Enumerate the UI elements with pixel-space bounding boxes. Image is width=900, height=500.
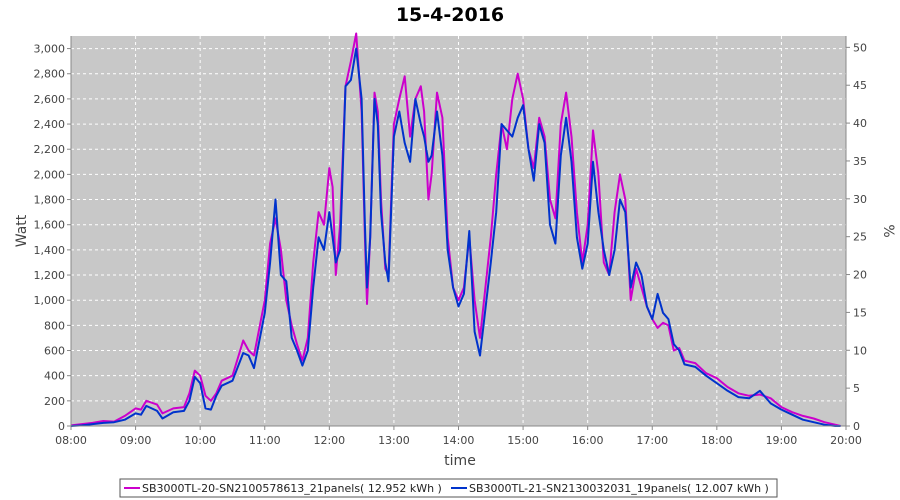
y-tick-label: 1,400: [34, 244, 66, 257]
y2-tick-label: 40: [853, 117, 867, 130]
x-tick-label: 13:00: [378, 434, 410, 447]
legend-label-series-1: SB3000TL-20-SN2100578613_21panels( 12.95…: [142, 482, 442, 495]
x-tick-label: 16:00: [572, 434, 604, 447]
y-tick-label: 0: [58, 420, 65, 433]
y-tick-label: 1,600: [34, 219, 66, 232]
y-tick-label: 2,000: [34, 168, 66, 181]
y-axis: 0 200 400 600 800 1,000 1,200 1,400 1,600 1,800 2,…: [34, 43, 71, 433]
x-tick-label: 18:00: [701, 434, 733, 447]
legend-box: [119, 478, 778, 498]
y2-axis-label: %: [880, 224, 896, 237]
x-tick-label: 11:00: [249, 434, 281, 447]
y2-axis: 0 5 10 15 20 25 30 35 40 45 50: [846, 41, 867, 433]
x-tick-label: 17:00: [636, 434, 668, 447]
y-tick-label: 3,000: [34, 43, 66, 56]
y2-tick-label: 20: [853, 269, 867, 282]
y-tick-label: 2,200: [34, 143, 66, 156]
y-tick-label: 1,800: [34, 194, 66, 207]
x-tick-label: 20:00: [830, 434, 862, 447]
y2-tick-label: 35: [853, 155, 867, 168]
y-tick-label: 400: [44, 370, 65, 383]
y-axis-label: Watt: [14, 214, 30, 247]
y-tick-label: 800: [44, 319, 65, 332]
series-layer: [70, 32, 841, 427]
y2-tick-label: 45: [853, 79, 867, 92]
x-tick-label: 09:00: [120, 434, 152, 447]
y-tick-label: 2,400: [34, 118, 66, 131]
series-line-2: [70, 47, 841, 427]
y2-tick-label: 0: [853, 420, 860, 433]
legend: SB3000TL-20-SN2100578613_21panels( 12.95…: [119, 478, 778, 498]
y-tick-label: 200: [44, 395, 65, 408]
y-tick-label: 2,800: [34, 68, 66, 81]
y2-tick-label: 15: [853, 306, 867, 319]
x-tick-label: 08:00: [55, 434, 87, 447]
y-tick-label: 600: [44, 345, 65, 358]
x-tick-label: 14:00: [443, 434, 475, 447]
y2-tick-label: 5: [853, 382, 860, 395]
y-tick-label: 1,200: [34, 269, 66, 282]
y-tick-label: 1,000: [34, 294, 66, 307]
chart-title: 15-4-2016: [396, 4, 504, 26]
x-tick-label: 12:00: [313, 434, 345, 447]
x-tick-label: 19:00: [766, 434, 798, 447]
x-axis: 08:00 09:00 10:00 11:00 12:00 13:00 14:00 15:00…: [55, 426, 862, 447]
y2-tick-label: 50: [853, 41, 867, 54]
x-axis-label: time: [444, 453, 476, 469]
legend-label-series-2: SB3000TL-21-SN2130032031_19panels( 12.00…: [469, 482, 769, 495]
y2-tick-label: 30: [853, 193, 867, 206]
y2-tick-label: 10: [853, 344, 867, 357]
x-tick-label: 15:00: [507, 434, 539, 447]
x-tick-label: 10:00: [184, 434, 216, 447]
y2-tick-label: 25: [853, 231, 867, 244]
y-tick-label: 2,600: [34, 93, 66, 106]
